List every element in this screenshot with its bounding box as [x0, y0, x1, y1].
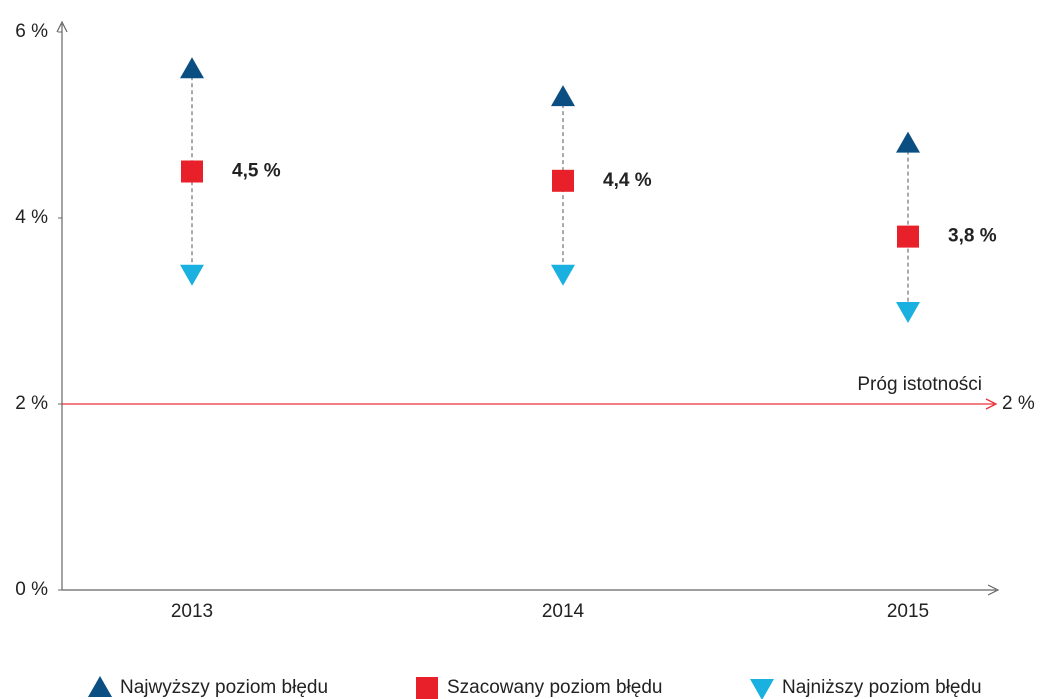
value-label: 4,4 % [603, 170, 652, 191]
legend-marker [88, 676, 112, 697]
marker [181, 160, 203, 183]
threshold-arrow [985, 398, 998, 410]
threshold-value-label: 2 % [1002, 393, 1035, 414]
y-tick-label: 4 % [15, 207, 48, 228]
y-tick-label: 2 % [15, 393, 48, 414]
legend-label: Szacowany poziom błędu [447, 677, 662, 698]
value-label: 4,5 % [232, 161, 281, 182]
marker [896, 131, 920, 153]
legend-label: Najniższy poziom błędu [782, 677, 982, 698]
marker [896, 302, 920, 323]
marker [551, 85, 575, 107]
legend-marker [416, 677, 438, 699]
x-tick-label: 2014 [542, 601, 585, 622]
marker [180, 264, 204, 286]
x-axis-arrow [987, 584, 1000, 596]
marker [180, 57, 204, 79]
x-tick-label: 2015 [887, 601, 929, 622]
y-tick-label: 6 % [15, 21, 48, 42]
legend-label: Najwyższy poziom błędu [120, 677, 328, 698]
y-axis-arrow [56, 20, 68, 33]
marker [897, 225, 919, 248]
legend-marker [750, 679, 774, 699]
x-tick-label: 2013 [171, 601, 213, 622]
value-label: 3,8 % [948, 226, 997, 247]
threshold-label: Próg istotności [857, 374, 982, 395]
marker [551, 264, 575, 286]
marker [552, 169, 574, 192]
y-tick-label: 0 % [15, 579, 48, 600]
